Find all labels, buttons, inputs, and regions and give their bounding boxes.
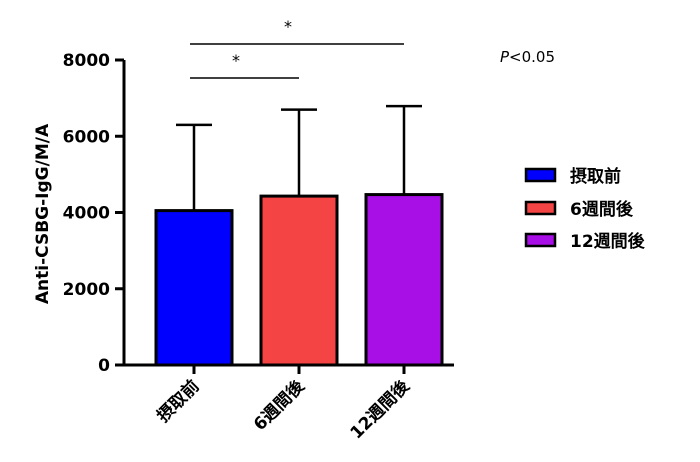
y-tick-label: 8000 bbox=[63, 51, 110, 71]
legend-label: 6週間後 bbox=[570, 199, 634, 220]
legend-swatch bbox=[524, 167, 557, 183]
y-tick-label: 6000 bbox=[63, 127, 110, 147]
significance-star: * bbox=[232, 51, 240, 70]
legend-swatch bbox=[524, 200, 557, 216]
x-axis: 摂取前 6週間後 12週間後 bbox=[124, 363, 454, 443]
y-tick-label: 2000 bbox=[63, 280, 110, 300]
p-value-symbol: P bbox=[500, 48, 510, 66]
y-tick-label: 4000 bbox=[63, 204, 110, 224]
y-tick-label: 0 bbox=[98, 356, 110, 376]
x-tick-label: 摂取前 bbox=[153, 376, 204, 427]
p-value-annotation: P<0.05 bbox=[500, 48, 555, 66]
bars-group bbox=[154, 104, 444, 367]
legend-swatch bbox=[524, 232, 557, 248]
y-axis-label: Anti-CSBG-IgG/M/A bbox=[33, 123, 53, 304]
legend: 摂取前 6週間後 12週間後 bbox=[524, 166, 646, 252]
legend-label: 摂取前 bbox=[570, 166, 621, 187]
x-tick-label: 12週間後 bbox=[346, 375, 414, 443]
significance-group: ** bbox=[190, 17, 404, 79]
y-axis: 0 2000 4000 6000 8000 bbox=[63, 51, 126, 376]
bar bbox=[259, 194, 339, 367]
bar bbox=[364, 193, 444, 367]
x-tick-label: 6週間後 bbox=[249, 375, 309, 435]
bar bbox=[154, 209, 234, 367]
significance-star: * bbox=[284, 17, 292, 36]
p-value-threshold: <0.05 bbox=[509, 48, 555, 66]
legend-label: 12週間後 bbox=[570, 231, 646, 252]
